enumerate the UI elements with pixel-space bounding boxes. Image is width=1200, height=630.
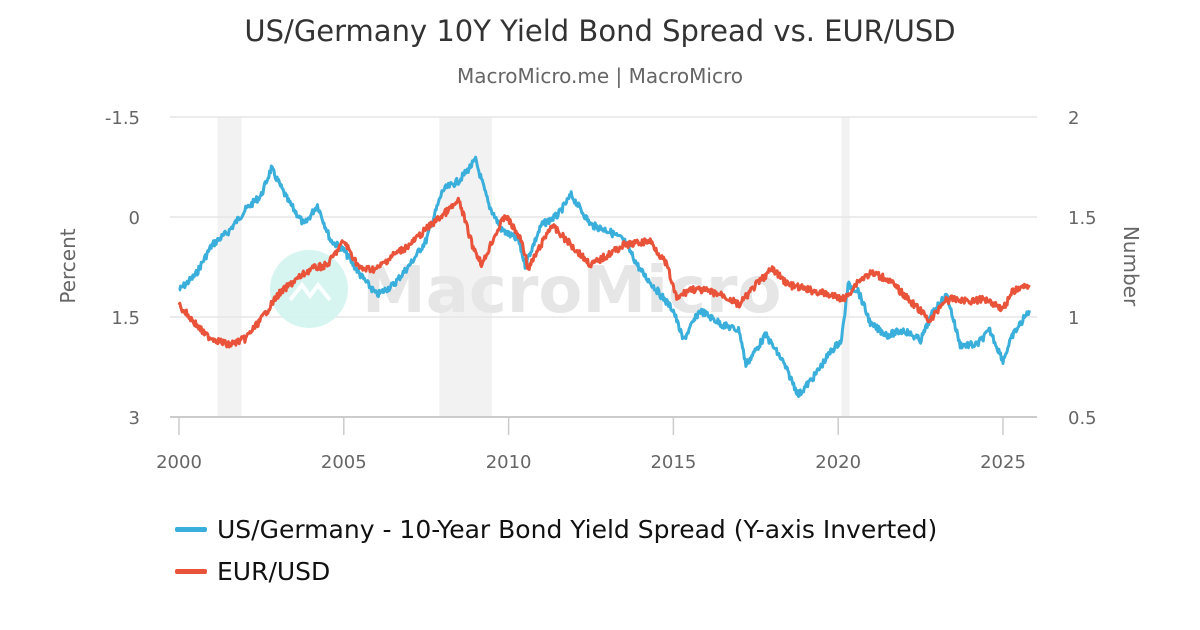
recession-band [217, 117, 242, 417]
watermark-logo-icon [270, 250, 348, 328]
left-tick-label: 1.5 [111, 308, 140, 329]
x-axis: 2000 2005 2010 2015 2020 2025 [156, 417, 1026, 473]
chart-title: US/Germany 10Y Yield Bond Spread vs. EUR… [244, 14, 956, 48]
watermark-text: MacroMicro [362, 254, 781, 328]
right-y-axis: 2 1.5 1 0.5 [1068, 108, 1097, 429]
legend-item-spread[interactable]: US/Germany - 10-Year Bond Yield Spread (… [175, 508, 937, 550]
legend: US/Germany - 10-Year Bond Yield Spread (… [175, 508, 937, 592]
left-tick-label: 0 [129, 208, 140, 229]
right-axis-title: Number [1119, 226, 1143, 307]
legend-item-eurusd[interactable]: EUR/USD [175, 550, 937, 592]
series-lines [177, 155, 1031, 398]
x-tick-label: 2015 [650, 452, 696, 473]
left-y-axis: -1.5 0 1.5 3 [105, 108, 140, 429]
legend-swatch-spread-icon [175, 526, 207, 532]
right-tick-label: 1.5 [1068, 208, 1097, 229]
spread-line [178, 155, 1031, 398]
eurusd-line [177, 196, 1031, 349]
legend-swatch-eurusd-icon [175, 568, 207, 574]
left-tick-label: -1.5 [105, 108, 140, 129]
left-axis-title: Percent [56, 228, 80, 303]
right-tick-label: 0.5 [1068, 408, 1097, 429]
recession-band [841, 117, 850, 417]
x-tick-label: 2000 [156, 452, 202, 473]
x-tick-label: 2025 [980, 452, 1026, 473]
right-tick-label: 1 [1068, 308, 1079, 329]
right-tick-label: 2 [1068, 108, 1079, 129]
legend-label-eurusd: EUR/USD [217, 556, 331, 586]
recession-band [439, 117, 493, 417]
chart-area: MacroMicro 2000 2005 2010 2015 2020 2025 -1.5… [56, 108, 1143, 473]
recession-bands [217, 117, 850, 417]
x-tick-label: 2010 [486, 452, 532, 473]
legend-label-spread: US/Germany - 10-Year Bond Yield Spread (… [217, 514, 938, 544]
left-tick-label: 3 [129, 408, 140, 429]
chart-subtitle: MacroMicro.me | MacroMicro [457, 64, 743, 88]
x-tick-label: 2005 [321, 452, 367, 473]
x-tick-label: 2020 [815, 452, 861, 473]
